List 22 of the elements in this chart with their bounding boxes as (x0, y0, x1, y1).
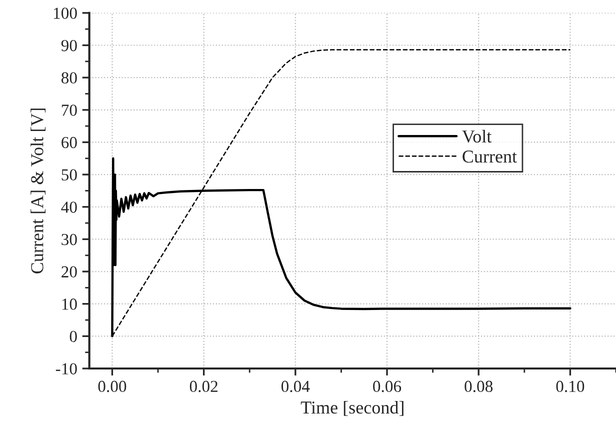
y-tick-label: 40 (61, 202, 77, 213)
y-tick-label: 10 (62, 298, 77, 310)
x-tick-label: 0.02 (190, 380, 218, 392)
x-tick-label: 0.08 (464, 380, 493, 392)
x-tick-label: 0.10 (556, 380, 584, 392)
y-tick-label: 100 (54, 8, 77, 19)
y-tick-label: 90 (61, 40, 77, 52)
y-tick-label: 50 (62, 169, 77, 180)
x-tick-label: 0.06 (373, 380, 402, 392)
x-tick-label: 0.04 (281, 380, 310, 392)
y-tick-label: -10 (56, 363, 77, 374)
y-tick-label: 30 (62, 234, 77, 246)
x-tick-label: 0.00 (98, 380, 126, 392)
legend-label: Volt (462, 130, 492, 143)
y-tick-label: 80 (61, 72, 77, 84)
y-tick-label: 60 (62, 136, 77, 148)
y-axis-title: Current [A] & Volt [V] (30, 108, 46, 274)
x-axis-title: Time [second] (300, 400, 404, 416)
y-tick-label: 0 (70, 330, 77, 342)
y-tick-label: 70 (62, 104, 77, 116)
legend-label: Current (462, 150, 517, 163)
y-tick-label: 20 (62, 266, 77, 278)
